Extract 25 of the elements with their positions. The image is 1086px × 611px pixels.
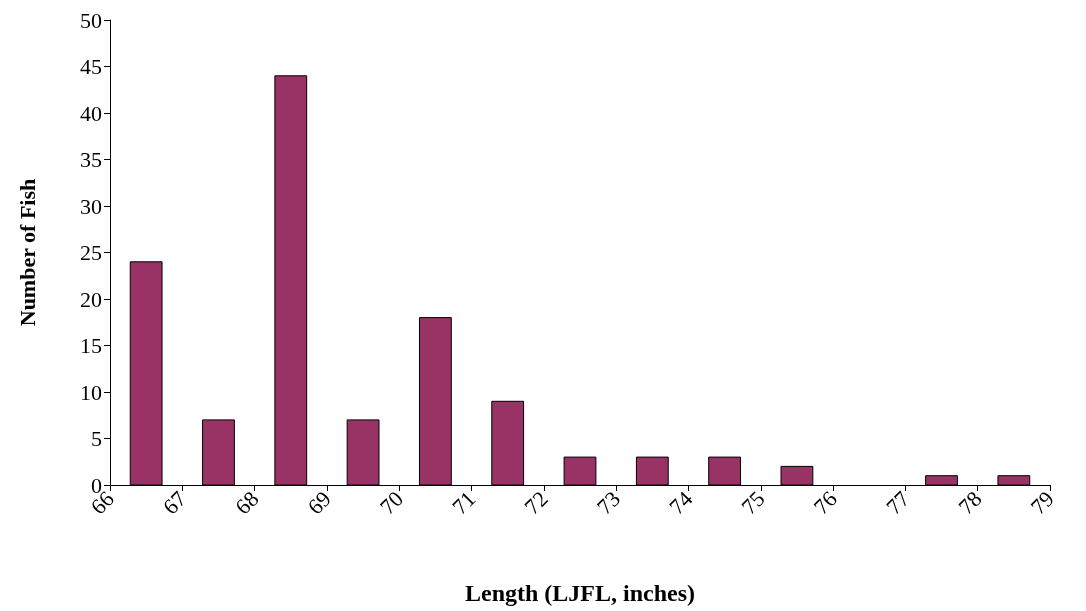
x-tick-label: 71 (447, 486, 481, 520)
y-tick-label: 5 (91, 426, 102, 451)
x-tick-label: 73 (591, 486, 625, 520)
y-tick-label: 25 (80, 240, 102, 265)
x-axis-title: Length (LJFL, inches) (464, 580, 696, 606)
y-tick-label: 30 (80, 193, 102, 219)
y-tick-label: 45 (80, 54, 102, 79)
x-tick-label: 75 (736, 486, 770, 520)
y-tick-label: 40 (80, 100, 102, 126)
x-tick-label: 78 (953, 486, 987, 520)
x-tick-label: 79 (1025, 486, 1059, 520)
x-tick-label: 70 (374, 486, 409, 520)
x-tick-label: 68 (230, 486, 264, 520)
x-tick-label: 67 (157, 486, 192, 520)
x-tick-label: 74 (664, 486, 698, 520)
y-tick-label: 10 (80, 379, 102, 405)
x-tick-label: 76 (808, 486, 842, 520)
x-tick-label: 72 (519, 486, 553, 520)
y-axis-title: Number of Fish (14, 178, 40, 327)
y-tick-label: 20 (80, 286, 102, 312)
x-tick-label: 69 (302, 486, 336, 520)
y-tick-label: 35 (80, 147, 102, 172)
x-tick-label: 77 (881, 486, 915, 520)
y-tick-label: 15 (80, 333, 102, 358)
y-tick-label: 50 (80, 7, 102, 33)
